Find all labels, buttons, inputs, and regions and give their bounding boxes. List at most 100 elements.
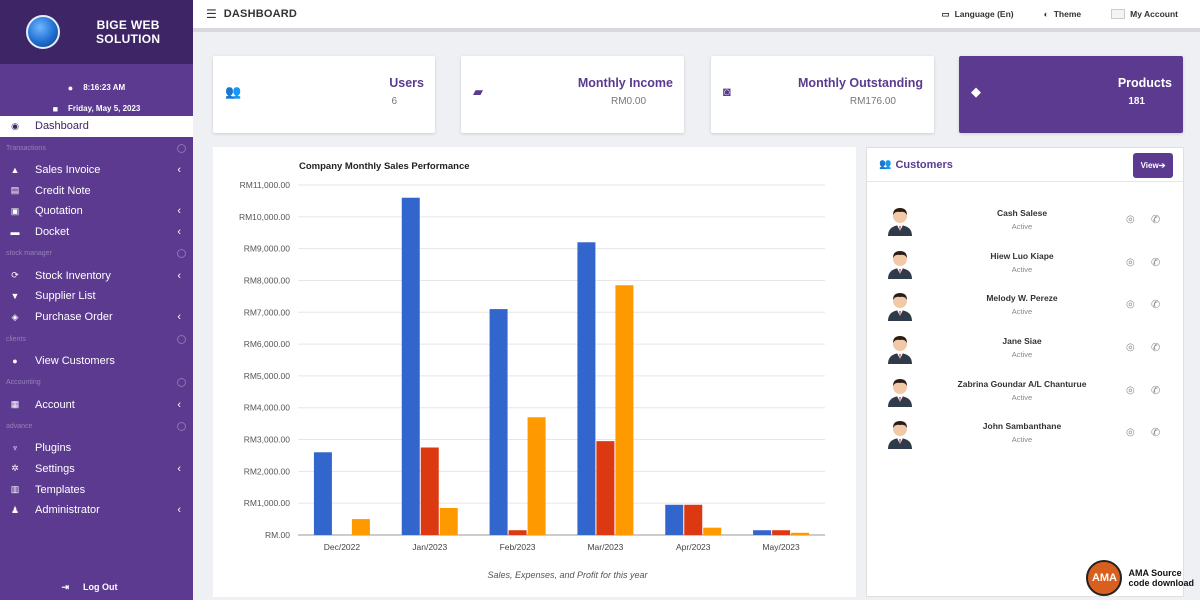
customer-status: Active [1011,307,1033,317]
whatsapp-icon[interactable]: ◎ [1126,256,1135,268]
nav-section-label: clients [6,335,26,343]
collapse-circle-icon[interactable] [177,249,186,259]
collapse-circle-icon[interactable] [177,143,186,153]
phone-icon[interactable]: ✆ [1151,384,1161,397]
x-axis-label: Sales, Expenses, and Profit for this yea… [487,570,648,580]
phone-icon[interactable]: ✆ [1151,342,1161,355]
bar-Jan/2023-series-0[interactable] [401,197,420,535]
stat-card-3[interactable]: ◆ Products 181 [959,56,1183,133]
sidebar-item-16[interactable]: ✲ Settings ‹ [0,459,193,480]
bank-icon: ▦ [10,399,20,410]
sidebar-item-7[interactable]: ⟳ Stock Inventory ‹ [0,265,193,286]
bar-Apr/2023-series-0[interactable] [665,504,684,535]
watermark-logo: AMA [1086,560,1123,596]
chevron-left-icon: ‹ [177,504,181,517]
sidebar-item-13[interactable]: ▦ Account ‹ [0,394,193,415]
customer-row[interactable]: Zabrina Goundar A/L Chanturue Active ◎ ✆ [867,371,1185,414]
customer-row[interactable]: Melody W. Pereze Active ◎ ✆ [867,285,1185,328]
sidebar-item-11[interactable]: ● View Customers [0,351,193,372]
bar-Apr/2023-series-2[interactable] [703,527,722,535]
sidebar-nav: ◉ Dashboard Transactions ▲ Sales Invoice ‹ ▤ Cr… [0,116,193,521]
bar-Mar/2023-series-2[interactable] [615,285,634,535]
customer-row[interactable]: Hiew Luo Kiape Active ◎ ✆ [867,243,1185,286]
nav-section-10: clients [0,328,193,351]
bar-Mar/2023-series-0[interactable] [577,242,596,535]
brand[interactable]: BIGE WEB SOLUTION [0,0,193,64]
customer-avatar [888,250,912,279]
collapse-circle-icon[interactable] [177,421,186,431]
whatsapp-icon[interactable]: ◎ [1126,427,1135,439]
x-tick-label: May/2023 [762,542,800,552]
sidebar-item-5[interactable]: ▬ Docket ‹ [0,222,193,243]
sidebar-item-0[interactable]: ◉ Dashboard [0,116,193,137]
bar-May/2023-series-0[interactable] [753,530,772,535]
stat-card-title: Products [1117,76,1172,90]
bar-Feb/2023-series-1[interactable] [508,530,527,535]
customer-row[interactable]: John Sambanthane Active ◎ ✆ [867,413,1185,456]
theme-button[interactable]: ◐ Theme [1044,9,1082,19]
whatsapp-icon[interactable]: ◎ [1126,342,1135,354]
y-tick-label: RM2,000.00 [244,466,291,476]
collapse-circle-icon[interactable] [177,378,186,388]
sidebar-item-2[interactable]: ▲ Sales Invoice ‹ [0,160,193,181]
bar-Mar/2023-series-1[interactable] [596,441,615,535]
sidebar-item-4[interactable]: ▣ Quotation ‹ [0,201,193,222]
chevron-left-icon: ‹ [177,398,181,411]
stat-card-2[interactable]: ◙ Monthly Outstanding RM176.00 [711,56,934,133]
hamburger-menu-icon[interactable]: ☰ [206,7,217,21]
watermark-text: AMA Source code download [1128,568,1194,588]
customer-row[interactable]: Cash Salese Active ◎ ✆ [867,200,1185,243]
y-tick-label: RM6,000.00 [244,339,291,349]
bar-May/2023-series-2[interactable] [791,532,810,535]
customer-name: Jane Siae [1002,336,1042,347]
bar-Jan/2023-series-2[interactable] [439,507,458,535]
customer-row[interactable]: Jane Siae Active ◎ ✆ [867,328,1185,371]
whatsapp-icon[interactable]: ◎ [1126,214,1135,225]
sidebar-item-label: Templates [35,483,86,496]
sidebar-item-9[interactable]: ◈ Purchase Order ‹ [0,307,193,328]
user-icon: ● [12,355,18,366]
phone-icon[interactable]: ✆ [1151,299,1161,312]
sidebar-item-3[interactable]: ▤ Credit Note [0,180,193,201]
x-tick-label: Feb/2023 [500,542,536,552]
bar-Dec/2022-series-0[interactable] [313,452,332,535]
logout-button[interactable]: ⇥ Log Out [0,582,193,593]
y-tick-label: RM5,000.00 [244,371,291,381]
wallet-icon: ▰ [473,84,483,99]
watermark: AMA AMA Source code download [1086,560,1194,596]
customer-avatar [888,336,912,365]
x-tick-label: Dec/2022 [324,542,361,552]
sidebar-item-17[interactable]: ▥ Templates [0,479,193,500]
language-button[interactable]: ▭ Language (En) [942,9,1014,20]
sidebar-item-label: Purchase Order [35,311,113,324]
stat-card-value: RM176.00 [849,96,896,107]
collapse-circle-icon[interactable] [177,334,186,344]
sidebar-item-15[interactable]: ♆ Plugins [0,438,193,459]
view-label: View [1140,161,1159,170]
stat-card-title: Monthly Income [577,76,673,90]
phone-icon[interactable]: ✆ [1151,256,1161,269]
customers-title: Customers [895,158,953,171]
stat-card-1[interactable]: ▰ Monthly Income RM0.00 [461,56,684,133]
x-tick-label: Jan/2023 [412,542,447,552]
phone-icon[interactable]: ✆ [1151,427,1161,440]
sidebar-item-8[interactable]: ▼ Supplier List [0,286,193,307]
bar-Dec/2022-series-2[interactable] [351,519,370,535]
whatsapp-icon[interactable]: ◎ [1126,384,1135,396]
whatsapp-icon[interactable]: ◎ [1126,299,1135,311]
bar-Feb/2023-series-0[interactable] [489,309,508,535]
bar-Feb/2023-series-2[interactable] [527,417,546,535]
chevron-left-icon: ‹ [177,462,181,475]
customers-header: 👥 Customers View ➔ [867,148,1183,182]
briefcase-icon: ▬ [10,227,20,238]
phone-icon[interactable]: ✆ [1151,214,1161,226]
bar-May/2023-series-1[interactable] [772,530,791,535]
bar-Apr/2023-series-1[interactable] [684,504,703,535]
stat-card-0[interactable]: 👥 Users 6 [213,56,435,133]
customers-list: Cash Salese Active ◎ ✆ Hiew Luo Kiape Active ◎… [867,200,1185,456]
view-customers-button[interactable]: View ➔ [1133,153,1173,178]
account-button[interactable]: My Account [1111,9,1178,19]
bar-Jan/2023-series-1[interactable] [420,447,439,536]
nav-section-12: Accounting [0,371,193,394]
sidebar-item-18[interactable]: ♟ Administrator ‹ [0,500,193,521]
